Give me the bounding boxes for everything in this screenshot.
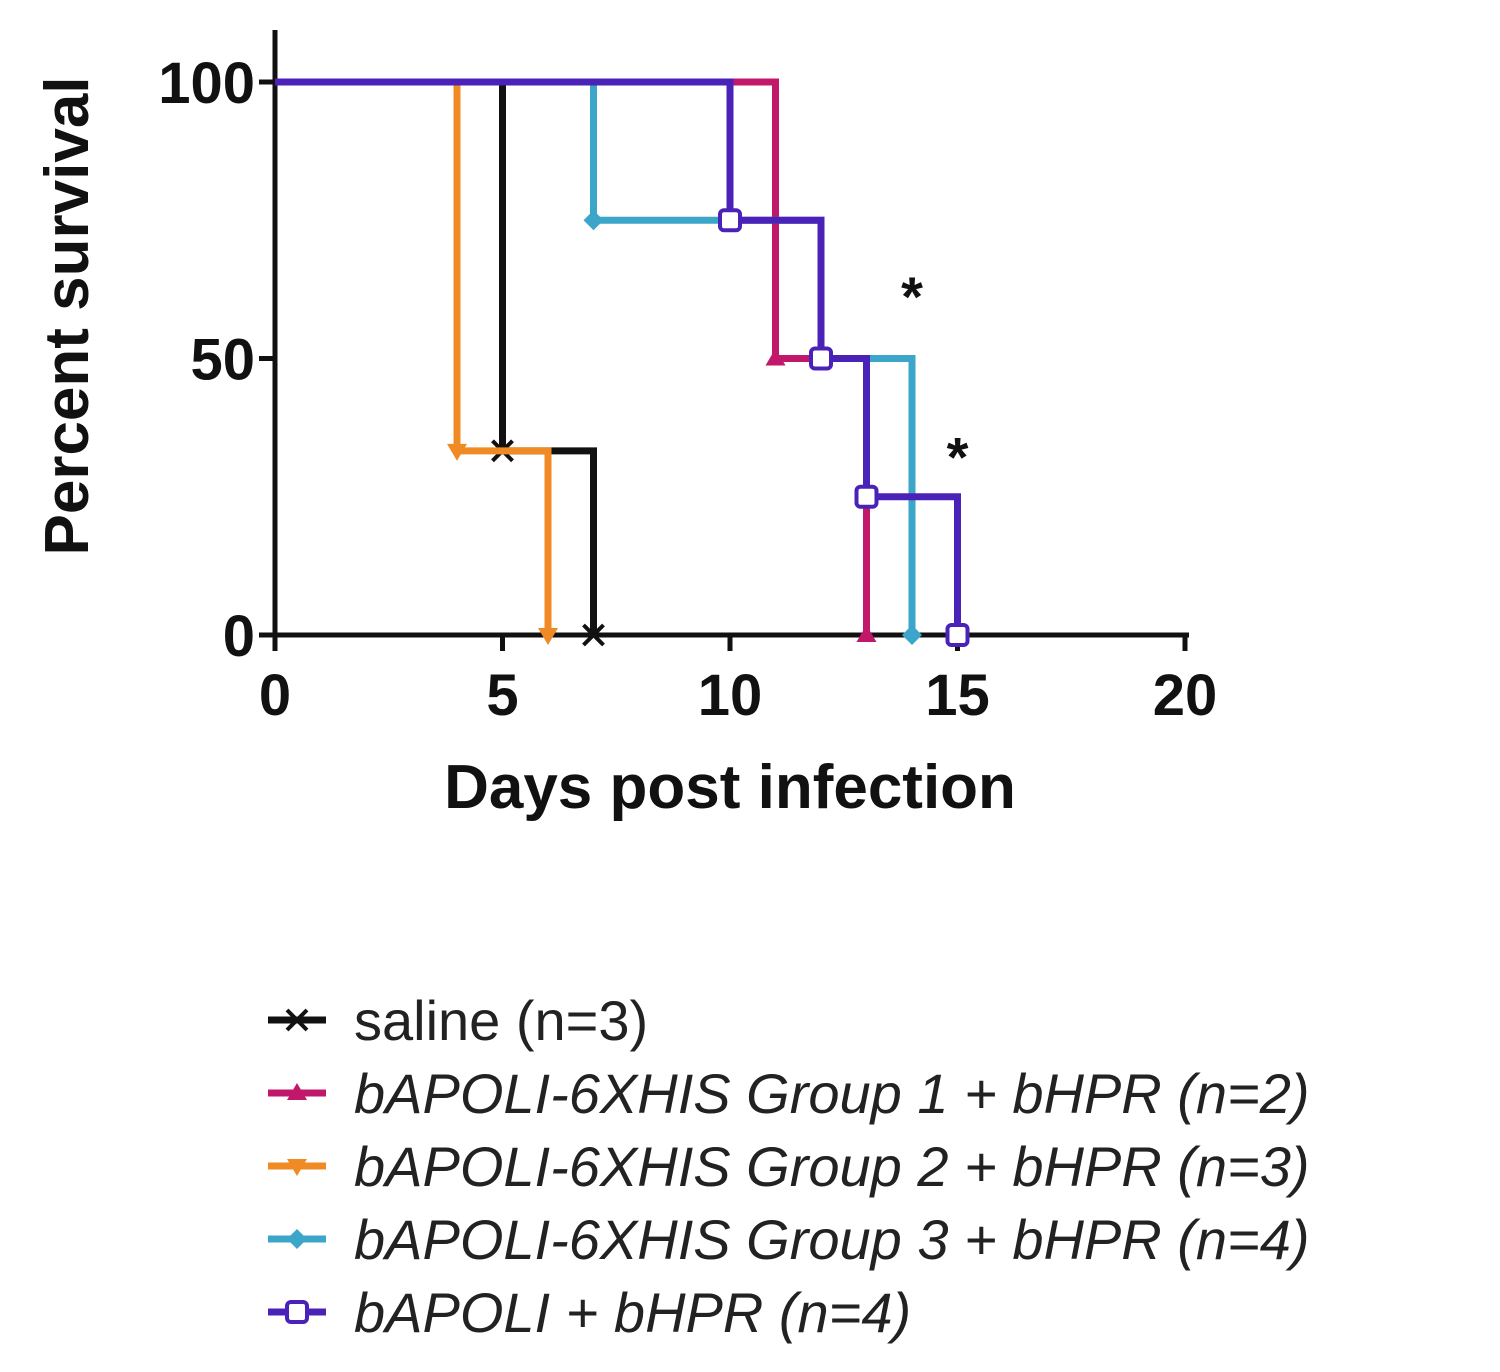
y-tick-label: 50	[190, 328, 255, 393]
series-line	[275, 78, 961, 635]
legend-label: bAPOLI-6XHIS Group 3 + bHPR (n=4)	[354, 1208, 1310, 1271]
annotations: **	[901, 265, 969, 488]
legend-item: saline (n=3)	[268, 989, 648, 1052]
series-2	[275, 78, 877, 642]
y-axis-title: Percent survival	[33, 76, 102, 555]
series-marker	[287, 1083, 307, 1100]
series-marker	[447, 443, 467, 461]
series-marker	[285, 1300, 309, 1324]
series-1	[275, 78, 607, 647]
y-tick-label: 100	[158, 51, 255, 116]
series-marker	[765, 348, 786, 366]
axis-labels: Percent survival Days post infection	[33, 76, 1016, 822]
significance-asterisk: *	[947, 426, 969, 489]
x-tick-label: 15	[925, 663, 990, 728]
legend-label: saline (n=3)	[354, 989, 648, 1052]
series-marker	[809, 346, 833, 371]
significance-asterisk: *	[901, 265, 923, 328]
legend-item: bAPOLI + bHPR (n=4)	[268, 1281, 911, 1344]
series-marker	[287, 1229, 307, 1249]
legend-item: bAPOLI-6XHIS Group 1 + bHPR (n=2)	[268, 1062, 1310, 1125]
series-marker	[718, 208, 742, 233]
series-marker	[284, 1008, 310, 1032]
y-tick-label: 0	[223, 604, 255, 669]
legend-label: bAPOLI + bHPR (n=4)	[354, 1281, 911, 1344]
axes: 0 5 10 15 20 0 50 100	[158, 30, 1217, 728]
x-tick-label: 5	[486, 663, 518, 728]
x-axis-title: Days post infection	[444, 753, 1016, 822]
series-marker	[854, 484, 879, 509]
series-layer	[275, 78, 970, 647]
legend-label: bAPOLI-6XHIS Group 1 + bHPR (n=2)	[354, 1062, 1310, 1125]
x-tick-label: 10	[698, 663, 763, 728]
legend-label: bAPOLI-6XHIS Group 2 + bHPR (n=3)	[354, 1135, 1310, 1198]
series-marker	[287, 1159, 307, 1176]
series-5	[275, 78, 970, 647]
x-tick-label: 20	[1153, 663, 1218, 728]
legend-item: bAPOLI-6XHIS Group 3 + bHPR (n=4)	[268, 1208, 1310, 1271]
series-3	[275, 78, 558, 645]
legend: saline (n=3) bAPOLI-6XHIS Group 1 + bHPR …	[268, 989, 1310, 1344]
series-marker	[580, 623, 607, 647]
series-marker	[945, 623, 970, 647]
series-marker	[902, 625, 922, 645]
series-marker	[856, 625, 877, 642]
series-marker	[538, 628, 558, 645]
series-marker	[583, 210, 604, 231]
x-tick-label: 0	[259, 663, 291, 728]
series-line	[275, 78, 552, 635]
legend-item: bAPOLI-6XHIS Group 2 + bHPR (n=3)	[268, 1135, 1310, 1198]
